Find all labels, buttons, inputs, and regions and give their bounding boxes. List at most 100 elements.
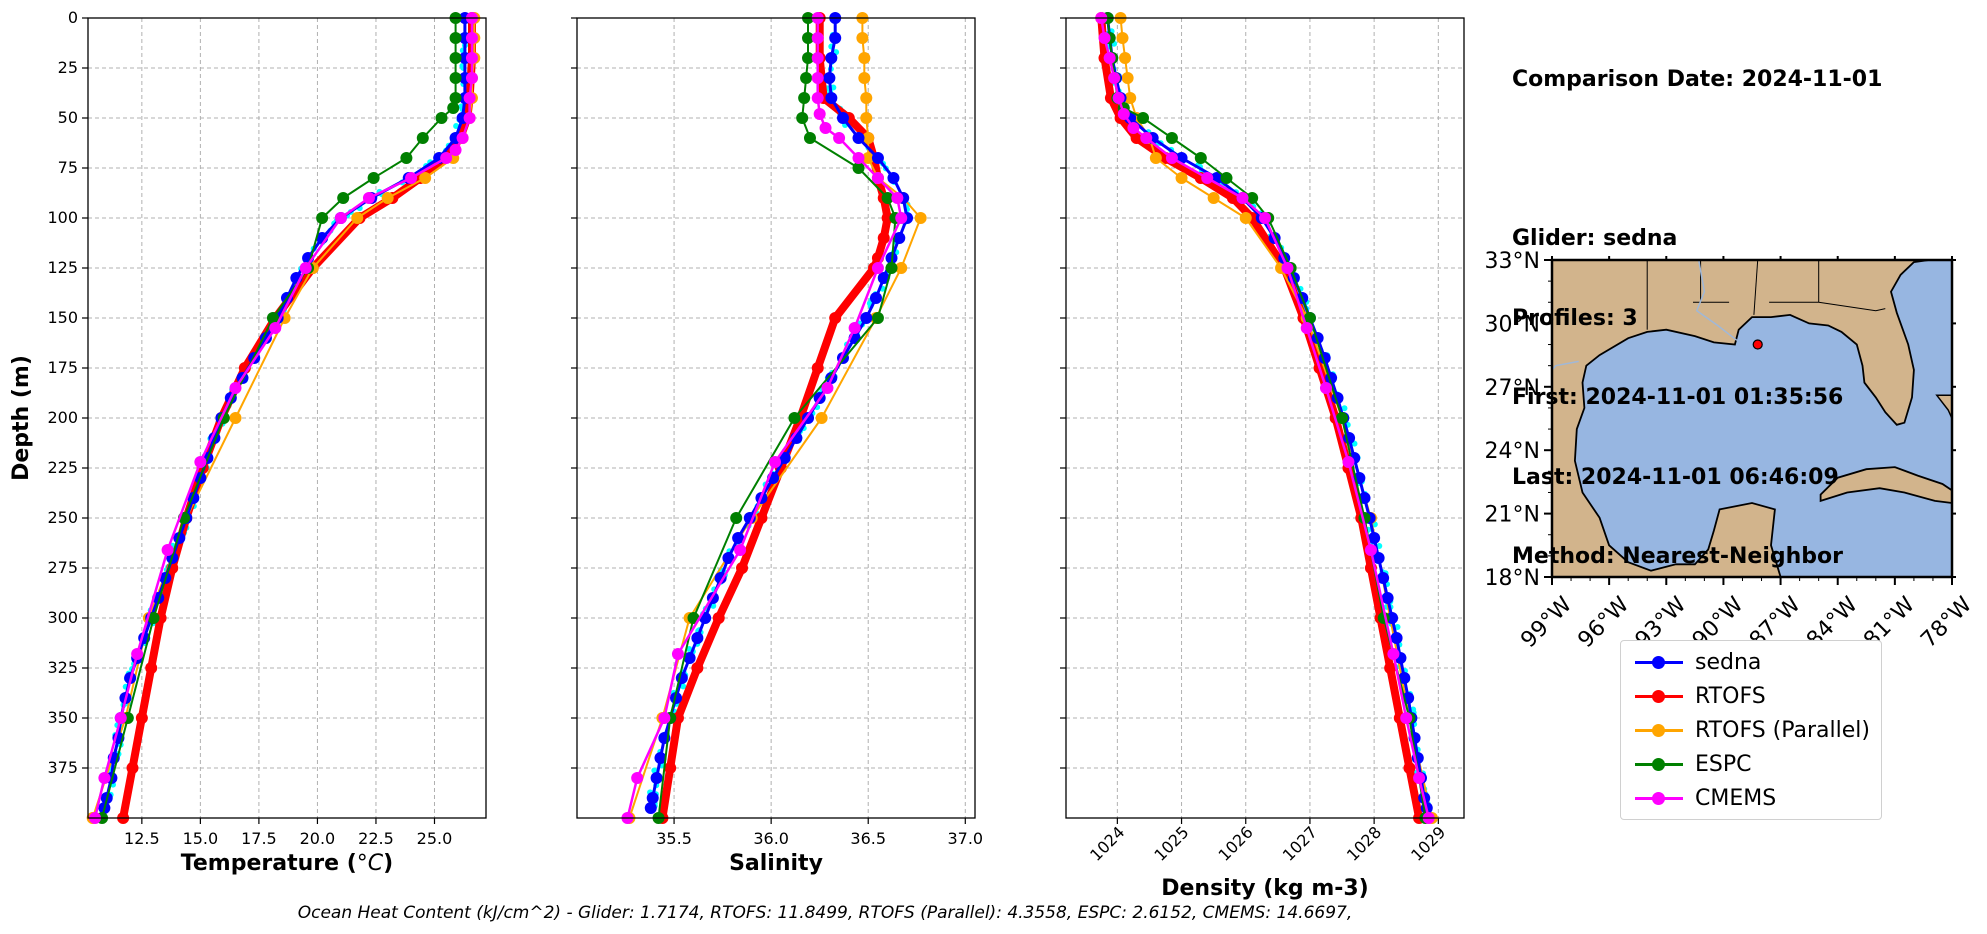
series-point xyxy=(836,112,849,124)
x-axis-label-close: ) xyxy=(383,851,393,876)
x-tick-label: 22.5 xyxy=(358,829,394,848)
x-tick-label: 1026 xyxy=(1215,823,1257,865)
series-cmems xyxy=(621,12,908,824)
series-point xyxy=(769,456,782,468)
series-point xyxy=(316,212,329,224)
y-tick-label: 225 xyxy=(47,458,78,477)
series-line xyxy=(102,18,467,809)
x-axis-label-unit: °C xyxy=(357,851,384,876)
series-point xyxy=(114,712,127,724)
series-point xyxy=(825,92,838,104)
series-point xyxy=(646,792,659,804)
x-axis-label: Temperature (°C) xyxy=(181,851,393,876)
y-tick-label: 250 xyxy=(47,508,78,527)
series-point xyxy=(658,712,671,724)
series-point xyxy=(334,212,347,224)
x-tick-label: 17.5 xyxy=(241,829,277,848)
x-tick-label: 1027 xyxy=(1279,823,1321,865)
series-point xyxy=(1300,322,1313,334)
series-point xyxy=(1384,662,1397,674)
series-point xyxy=(1194,152,1207,164)
series-point xyxy=(730,512,743,524)
x-tick-label: 37.0 xyxy=(947,829,983,848)
series-point xyxy=(800,72,813,84)
series-point xyxy=(1175,172,1188,184)
glider-raw-point xyxy=(1341,405,1348,412)
x-tick-label: 1024 xyxy=(1086,823,1128,865)
series-point xyxy=(126,762,139,774)
series-point xyxy=(714,572,727,584)
lat-tick-label: 33°N xyxy=(1485,249,1540,274)
state-border xyxy=(1818,301,1886,312)
series-point xyxy=(1116,32,1129,44)
x-tick-label: 35.5 xyxy=(656,829,692,848)
series-point xyxy=(877,272,890,284)
profile-count: Profiles: 3 xyxy=(1512,305,1638,331)
series-point xyxy=(1372,552,1385,564)
series-point xyxy=(813,108,826,120)
axes-frame xyxy=(576,17,976,819)
glider-position-marker xyxy=(1752,339,1763,350)
series-point xyxy=(722,552,735,564)
series-point xyxy=(788,412,801,424)
x-tick-label: 25.0 xyxy=(417,829,453,848)
series-point xyxy=(1413,772,1426,784)
series-point xyxy=(1364,544,1377,556)
series-point xyxy=(135,712,148,724)
glider-raw-point xyxy=(686,646,693,653)
river xyxy=(1551,360,1579,371)
series-point xyxy=(1239,212,1252,224)
series-point xyxy=(463,112,476,124)
series-point xyxy=(1319,382,1332,394)
x-tick-label: 1025 xyxy=(1150,823,1192,865)
y-tick-label: 25 xyxy=(58,58,78,77)
series-point xyxy=(463,92,476,104)
x-tick-label: 12.5 xyxy=(124,829,160,848)
series-point xyxy=(1368,532,1381,544)
series-point xyxy=(131,648,144,660)
series-point xyxy=(447,102,460,114)
series-point xyxy=(755,512,768,524)
series-point xyxy=(712,612,725,624)
map-frame xyxy=(1550,258,1954,579)
series-point xyxy=(671,648,684,660)
series-point xyxy=(871,152,884,164)
series-point xyxy=(1381,592,1394,604)
series-point xyxy=(449,32,462,44)
series-point xyxy=(456,132,469,144)
series-point xyxy=(449,92,462,104)
series-point xyxy=(1121,72,1134,84)
series-point xyxy=(803,132,816,144)
lat-tick-label: 24°N xyxy=(1485,439,1540,464)
series-point xyxy=(914,212,927,224)
y-axis-label: Depth (m) xyxy=(9,355,34,481)
glider-raw-point xyxy=(1394,624,1401,631)
y-tick-label: 200 xyxy=(47,408,78,427)
legend-item-espc: ESPC xyxy=(1631,749,1752,779)
series-point xyxy=(229,412,242,424)
series-point xyxy=(862,152,875,164)
first-time: First: 2024-11-01 01:35:56 xyxy=(1512,385,1844,410)
series-point xyxy=(1103,52,1116,64)
series-point xyxy=(449,72,462,84)
series-point xyxy=(145,662,158,674)
glider-raw-point xyxy=(1376,543,1383,550)
lat-tick-label: 21°N xyxy=(1485,503,1540,528)
legend-swatch xyxy=(1631,681,1687,711)
legend-swatch xyxy=(1631,647,1687,677)
series-point xyxy=(1387,648,1400,660)
series-point xyxy=(885,262,898,274)
series-point xyxy=(1140,132,1153,144)
series-point xyxy=(351,212,364,224)
series-point xyxy=(825,52,838,64)
series-point xyxy=(650,772,663,784)
legend-item-cmems: CMEMS xyxy=(1631,783,1776,813)
y-tick-label: 300 xyxy=(47,608,78,627)
series-point xyxy=(895,262,908,274)
x-tick-label: 1029 xyxy=(1407,823,1449,865)
series-point xyxy=(829,312,842,324)
series-point xyxy=(736,562,749,574)
series-point xyxy=(465,72,478,84)
series-point xyxy=(1137,112,1150,124)
series-point xyxy=(1207,192,1220,204)
